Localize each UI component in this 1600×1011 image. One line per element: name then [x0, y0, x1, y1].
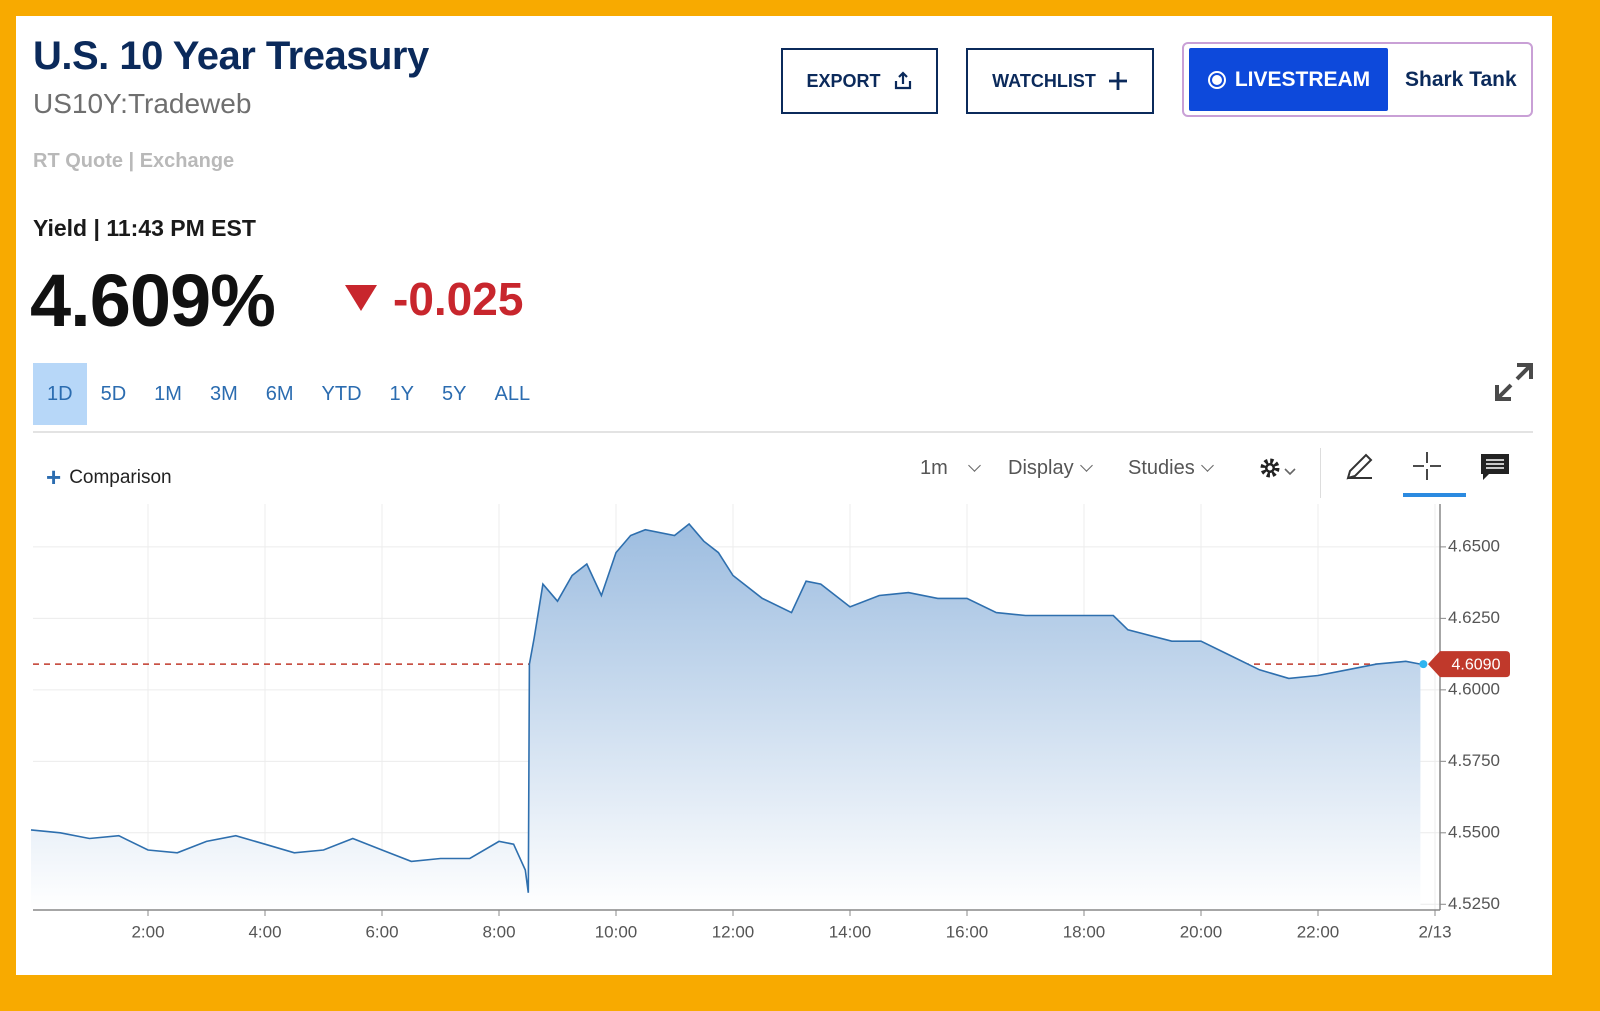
quote-label: Yield | 11:43 PM EST	[33, 215, 256, 241]
menu-label: 1m	[920, 457, 948, 479]
y-tick-label: 4.6250	[1448, 608, 1500, 627]
range-tab[interactable]: 5D	[100, 383, 127, 405]
comment-icon[interactable]	[1479, 452, 1511, 482]
watchlist-button[interactable]: WATCHLIST	[966, 48, 1154, 114]
price-line	[30, 522, 1421, 893]
show-link[interactable]: Shark Tank	[1405, 68, 1517, 91]
export-button[interactable]: EXPORT	[781, 48, 938, 114]
x-tick-label: 6:00	[365, 922, 398, 941]
draw-icon[interactable]	[1344, 450, 1376, 482]
range-tab[interactable]: 6M	[265, 383, 294, 405]
x-tick-label: 2:00	[131, 922, 164, 941]
last-point	[1419, 660, 1428, 669]
display-menu[interactable]: Display	[1008, 457, 1093, 480]
livestream-button[interactable]: LIVESTREAM	[1189, 48, 1388, 111]
export-icon	[894, 71, 911, 90]
price-chart: 4.5250 4.5500 4.5750 4.6000 4.6250 4.6500 2:00…	[30, 504, 1510, 941]
last-value-label: 4.6090	[1452, 656, 1501, 673]
active-tool-indicator	[1403, 493, 1466, 497]
button-label: Comparison	[69, 467, 172, 488]
quote-page: 4.5250 4.5500 4.5750 4.6000 4.6250 4.6500 2:00…	[16, 16, 1552, 975]
studies-menu[interactable]: Studies	[1128, 457, 1214, 480]
x-tick-label: 8:00	[482, 922, 515, 941]
symbol: US10Y:Tradeweb	[33, 88, 252, 119]
x-tick-label: 16:00	[946, 922, 989, 941]
x-tick-label: 12:00	[712, 922, 755, 941]
button-label: WATCHLIST	[992, 70, 1096, 91]
y-tick-label: 4.6500	[1448, 536, 1500, 555]
settings-icon[interactable]	[1256, 454, 1316, 484]
range-tab[interactable]: ALL	[494, 383, 531, 405]
comparison-button[interactable]: + Comparison	[46, 462, 172, 492]
y-tick-label: 4.6000	[1448, 679, 1500, 698]
page-title: U.S. 10 Year Treasury	[33, 34, 429, 78]
range-tab[interactable]: 1D	[33, 363, 87, 425]
range-tabs: 1D 5D 1M 3M 6M YTD 1Y 5Y ALL	[33, 363, 544, 425]
crosshair-icon[interactable]	[1411, 450, 1443, 482]
menu-label: Studies	[1128, 457, 1195, 479]
x-tick-label: 20:00	[1180, 922, 1223, 941]
livestream-frame	[1182, 42, 1533, 117]
range-tab[interactable]: 1M	[154, 383, 182, 405]
live-icon	[1207, 70, 1226, 89]
menu-label: Display	[1008, 457, 1074, 479]
y-tick-label: 4.5750	[1448, 751, 1500, 770]
range-tab[interactable]: 5Y	[442, 383, 467, 405]
y-tick-label: 4.5250	[1448, 894, 1500, 913]
last-price: 4.609%	[30, 259, 276, 342]
divider	[33, 431, 1533, 433]
quote-source: RT Quote | Exchange	[33, 150, 235, 172]
expand-icon[interactable]	[1493, 361, 1535, 403]
x-tick-label: 4:00	[248, 922, 281, 941]
x-tick-label: 22:00	[1297, 922, 1340, 941]
down-arrow	[345, 285, 377, 311]
range-tab[interactable]: YTD	[321, 383, 362, 405]
toolbar-separator	[1320, 448, 1321, 498]
x-tick-label: 14:00	[829, 922, 872, 941]
plus-icon	[1108, 72, 1127, 90]
x-tick-label: 2/13	[1418, 922, 1451, 941]
button-label: LIVESTREAM	[1234, 67, 1371, 91]
interval-menu[interactable]: 1m	[920, 457, 981, 480]
price-change: -0.025	[393, 273, 524, 325]
area-fill	[31, 524, 1421, 910]
x-tick-label: 18:00	[1063, 922, 1106, 941]
last-value-badge	[1428, 651, 1510, 678]
y-tick-label: 4.5500	[1448, 822, 1500, 841]
x-tick-label: 10:00	[595, 922, 638, 941]
range-tab[interactable]: 3M	[209, 383, 238, 405]
button-label: EXPORT	[806, 70, 881, 91]
range-tab[interactable]: 1Y	[389, 383, 415, 405]
